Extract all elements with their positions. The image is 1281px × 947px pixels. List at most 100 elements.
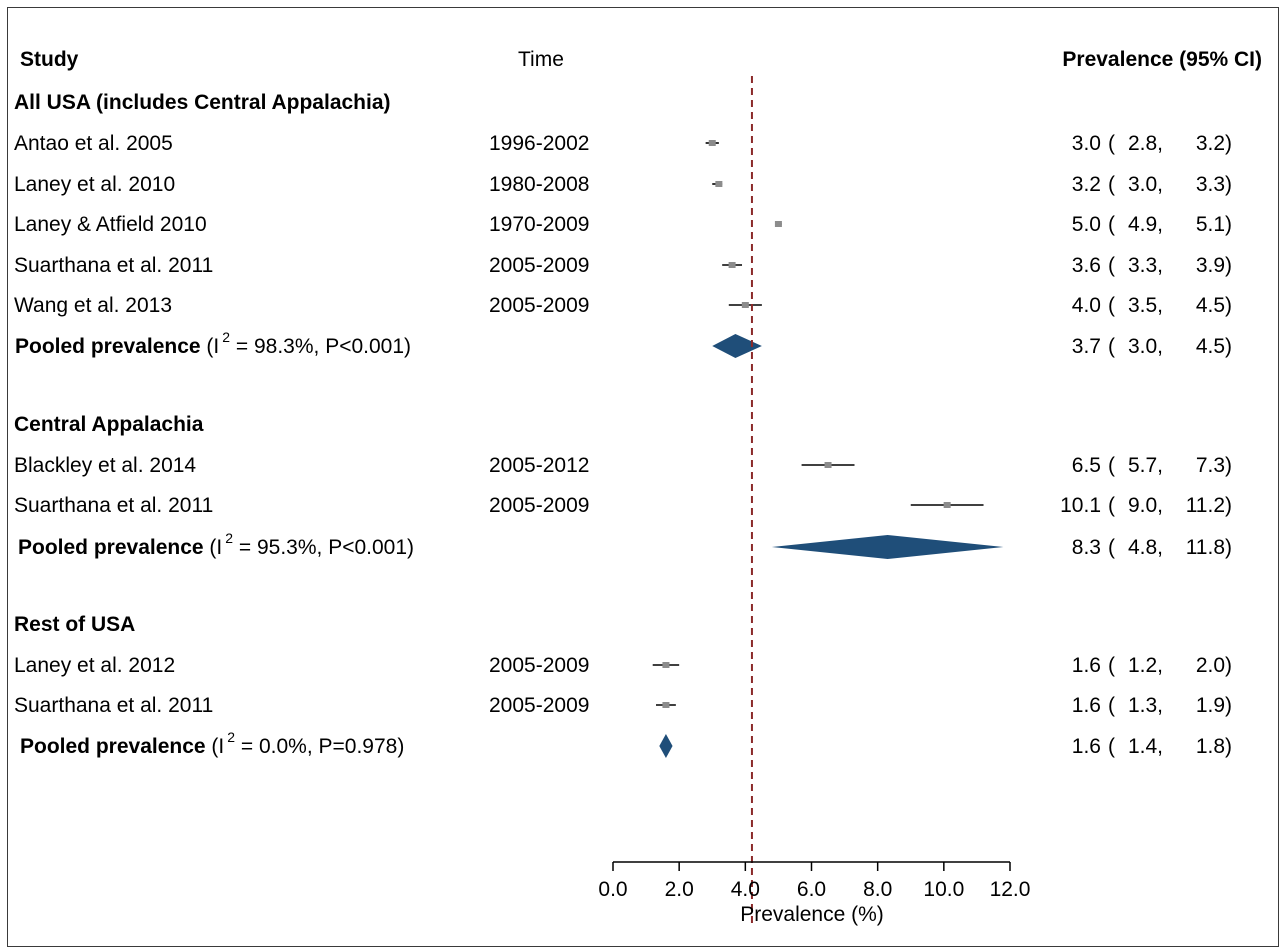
point-estimate-marker xyxy=(715,181,723,187)
estimate-value: 1.6 xyxy=(1072,654,1101,677)
ci-open-paren: ( xyxy=(1108,694,1115,717)
ci-upper-value: 2.0) xyxy=(1196,654,1232,677)
study-time: 1970-2009 xyxy=(489,213,589,236)
study-name: Suarthana et al. 2011 xyxy=(14,694,213,717)
ci-upper-value: 4.5) xyxy=(1196,335,1232,358)
study-name: Laney et al. 2012 xyxy=(14,654,175,677)
ci-open-paren: ( xyxy=(1108,294,1115,317)
study-name: Blackley et al. 2014 xyxy=(14,454,196,477)
ci-upper-value: 3.2) xyxy=(1196,132,1232,155)
estimate-value: 10.1 xyxy=(1060,494,1101,517)
pooled-label: Pooled prevalence xyxy=(18,536,204,559)
ci-lower-value: 1.2, xyxy=(1128,654,1163,677)
ci-lower-value: 3.5, xyxy=(1128,294,1163,317)
pooled-stat-prefix: (I xyxy=(206,735,225,758)
pooled-label: Pooled prevalence xyxy=(20,735,206,758)
ci-open-paren: ( xyxy=(1108,132,1115,155)
header-prevalence: Prevalence (95% CI) xyxy=(1062,48,1262,71)
ci-upper-value: 3.3) xyxy=(1196,173,1232,196)
point-estimate-marker xyxy=(662,702,670,708)
ci-lower-value: 3.3, xyxy=(1128,254,1163,277)
estimate-value: 4.0 xyxy=(1072,294,1101,317)
header-study: Study xyxy=(20,48,79,71)
point-estimate-marker xyxy=(662,662,670,668)
x-tick-label: 2.0 xyxy=(665,878,694,901)
study-time: 2005-2009 xyxy=(489,494,589,517)
ci-lower-value: 1.3, xyxy=(1128,694,1163,717)
ci-open-paren: ( xyxy=(1108,173,1115,196)
study-time: 2005-2009 xyxy=(489,254,589,277)
ci-open-paren: ( xyxy=(1108,454,1115,477)
estimate-value: 3.2 xyxy=(1072,173,1101,196)
pooled-stat-suffix: = 0.0%, P=0.978) xyxy=(235,735,404,758)
study-time: 1980-2008 xyxy=(489,173,589,196)
pooled-stat-suffix: = 95.3%, P<0.001) xyxy=(233,536,414,559)
pooled-label: Pooled prevalence xyxy=(15,335,201,358)
ci-open-paren: ( xyxy=(1108,735,1115,758)
ci-lower-value: 2.8, xyxy=(1128,132,1163,155)
x-tick-label: 12.0 xyxy=(990,878,1031,901)
study-time: 2005-2009 xyxy=(489,294,589,317)
x-tick-label: 4.0 xyxy=(731,878,760,901)
pooled-stat-superscript: 2 xyxy=(225,530,233,546)
ci-upper-value: 1.8) xyxy=(1196,735,1232,758)
ci-upper-value: 11.8) xyxy=(1186,536,1232,559)
group-header: All USA (includes Central Appalachia) xyxy=(14,91,391,114)
x-tick-label: 8.0 xyxy=(863,878,892,901)
study-name: Antao et al. 2005 xyxy=(14,132,173,155)
pooled-label-row: Pooled prevalence (I 2 = 98.3%, P<0.001) xyxy=(15,329,411,358)
ci-open-paren: ( xyxy=(1108,335,1115,358)
ci-upper-value: 3.9) xyxy=(1196,254,1232,277)
ci-lower-value: 3.0, xyxy=(1128,335,1163,358)
study-time: 1996-2002 xyxy=(489,132,589,155)
ci-open-paren: ( xyxy=(1108,254,1115,277)
pooled-label-row: Pooled prevalence (I 2 = 95.3%, P<0.001) xyxy=(18,530,414,559)
study-name: Suarthana et al. 2011 xyxy=(14,494,213,517)
ci-open-paren: ( xyxy=(1108,536,1115,559)
pooled-diamond xyxy=(712,334,762,358)
estimate-value: 3.7 xyxy=(1072,335,1101,358)
ci-lower-value: 3.0, xyxy=(1128,173,1163,196)
ci-upper-value: 1.9) xyxy=(1196,694,1232,717)
ci-upper-value: 4.5) xyxy=(1196,294,1232,317)
x-axis: 0.0 2.0 4.0 6.0 8.0 10.0 12.0 xyxy=(598,76,1030,926)
ci-lower-value: 4.8, xyxy=(1128,536,1163,559)
pooled-diamond xyxy=(659,734,673,758)
study-name: Laney & Atfield 2010 xyxy=(14,213,207,236)
point-estimate-marker xyxy=(741,302,749,308)
pooled-stat-prefix: (I xyxy=(204,536,223,559)
study-name: Laney et al. 2010 xyxy=(14,173,175,196)
x-tick-label: 6.0 xyxy=(797,878,826,901)
pooled-diamond xyxy=(771,535,1004,559)
x-tick-label: 10.0 xyxy=(923,878,964,901)
estimate-value: 3.6 xyxy=(1072,254,1101,277)
ci-open-paren: ( xyxy=(1108,213,1115,236)
ci-open-paren: ( xyxy=(1108,654,1115,677)
ci-lower-value: 4.9, xyxy=(1128,213,1163,236)
estimate-value: 6.5 xyxy=(1072,454,1101,477)
study-time: 2005-2009 xyxy=(489,694,589,717)
point-estimate-marker xyxy=(728,262,736,268)
study-time: 2005-2012 xyxy=(489,454,589,477)
ci-upper-value: 5.1) xyxy=(1196,213,1232,236)
group-header: Rest of USA xyxy=(14,613,135,636)
x-axis-label: Prevalence (%) xyxy=(740,903,884,926)
estimate-value: 3.0 xyxy=(1072,132,1101,155)
pooled-stat-superscript: 2 xyxy=(222,329,230,345)
study-name: Suarthana et al. 2011 xyxy=(14,254,213,277)
ci-lower-value: 5.7, xyxy=(1128,454,1163,477)
estimate-value: 8.3 xyxy=(1072,536,1101,559)
point-estimate-marker xyxy=(774,221,782,227)
estimate-value: 5.0 xyxy=(1072,213,1101,236)
ci-open-paren: ( xyxy=(1108,494,1115,517)
pooled-stat-superscript: 2 xyxy=(227,729,235,745)
header-time: Time xyxy=(518,48,564,71)
study-name: Wang et al. 2013 xyxy=(14,294,172,317)
forest-rows: All USA (includes Central Appalachia) Ant… xyxy=(14,91,1232,758)
pooled-stat-prefix: (I xyxy=(201,335,220,358)
x-tick-label: 0.0 xyxy=(598,878,627,901)
ci-upper-value: 7.3) xyxy=(1196,454,1232,477)
pooled-stat-suffix: = 98.3%, P<0.001) xyxy=(230,335,411,358)
point-estimate-marker xyxy=(708,140,716,146)
ci-lower-value: 9.0, xyxy=(1128,494,1163,517)
